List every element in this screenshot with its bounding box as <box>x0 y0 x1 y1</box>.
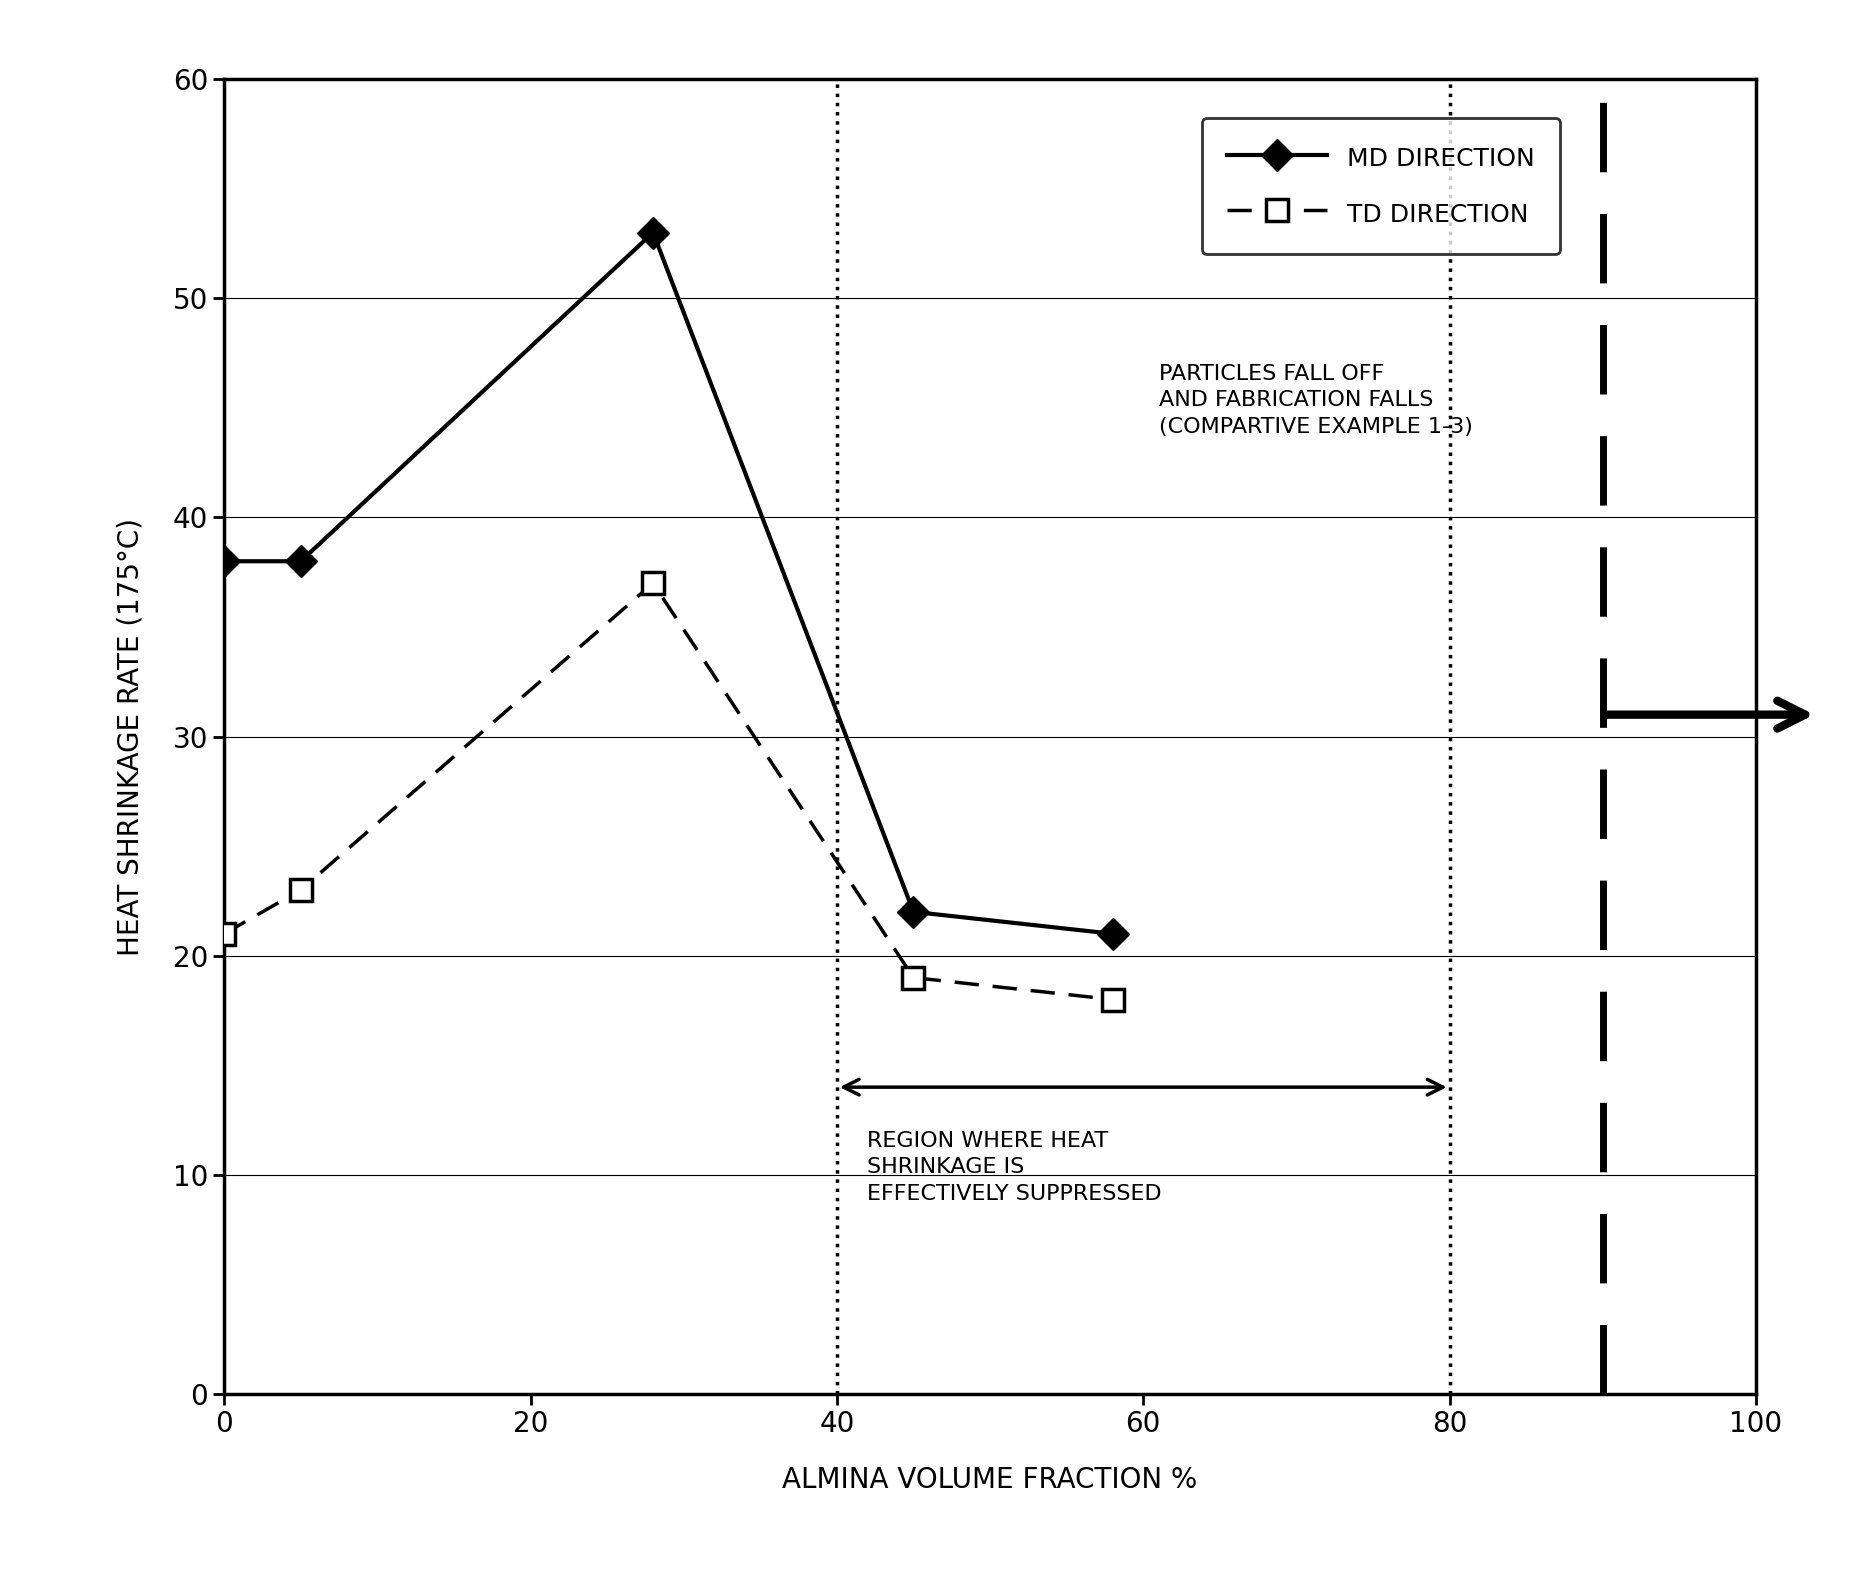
TD DIRECTION <box>643 573 665 592</box>
Line: TD DIRECTION: TD DIRECTION <box>213 572 1125 1011</box>
TD DIRECTION <box>1102 990 1125 1009</box>
TD DIRECTION <box>290 881 312 900</box>
TD DIRECTION <box>213 923 235 942</box>
MD DIRECTION <box>643 223 665 242</box>
MD DIRECTION <box>213 551 235 570</box>
X-axis label: ALMINA VOLUME FRACTION %: ALMINA VOLUME FRACTION % <box>783 1465 1197 1494</box>
MD DIRECTION <box>902 903 925 922</box>
Y-axis label: HEAT SHRINKAGE RATE (175°C): HEAT SHRINKAGE RATE (175°C) <box>118 518 146 955</box>
Text: REGION WHERE HEAT
SHRINKAGE IS
EFFECTIVELY SUPPRESSED: REGION WHERE HEAT SHRINKAGE IS EFFECTIVE… <box>867 1131 1162 1204</box>
Line: MD DIRECTION: MD DIRECTION <box>213 222 1125 946</box>
Text: PARTICLES FALL OFF
AND FABRICATION FALLS
(COMPARTIVE EXAMPLE 1-3): PARTICLES FALL OFF AND FABRICATION FALLS… <box>1158 364 1472 437</box>
TD DIRECTION <box>902 968 925 987</box>
MD DIRECTION <box>290 551 312 570</box>
MD DIRECTION <box>1102 923 1125 942</box>
Legend: MD DIRECTION, TD DIRECTION: MD DIRECTION, TD DIRECTION <box>1201 117 1560 253</box>
